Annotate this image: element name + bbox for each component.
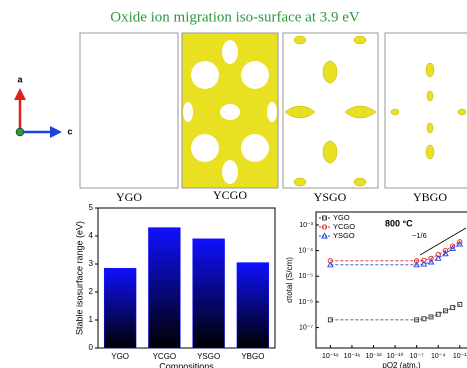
y-tick-label: 2: [89, 287, 94, 296]
marker: [327, 261, 334, 268]
x-axis-label: pO2 (atm.): [382, 361, 421, 368]
marker: [321, 232, 328, 239]
annotation: 800 °C: [385, 218, 413, 228]
marker: [322, 215, 327, 221]
isosurface-holes: [183, 40, 277, 184]
x-tick-label: YSGO: [197, 352, 220, 361]
marker: [456, 240, 464, 247]
x-tick-label: 10⁻¹⁰: [387, 352, 404, 360]
x-tick-label: YGO: [111, 352, 129, 361]
plot-frame: [315, 211, 467, 349]
y-tick-label: 1: [89, 315, 94, 324]
series-line: [330, 304, 460, 321]
legend-label: YSGO: [333, 231, 355, 240]
panel-label: YSGO: [314, 190, 347, 204]
marker: [442, 250, 449, 257]
annotation: ~1/6: [412, 231, 427, 240]
bar: [192, 238, 225, 349]
marker: [327, 317, 333, 323]
marker: [434, 254, 442, 261]
y-axis-label: Stable isosurface range (eV): [74, 221, 84, 335]
figure-title: Oxide ion migration iso-surface at 3.9 e…: [110, 9, 360, 25]
x-tick-label: 10⁻¹³: [365, 353, 382, 360]
marker: [427, 258, 435, 265]
x-tick-label: 10⁻⁴: [431, 353, 446, 360]
isosurface-blobs: [390, 62, 467, 160]
marker: [428, 255, 434, 261]
marker: [321, 224, 328, 230]
panel-label: YBGO: [413, 190, 447, 204]
y-tick-label: 10⁻⁶: [299, 299, 313, 306]
axis-a-head: [14, 88, 26, 100]
x-tick-label: YBGO: [241, 352, 264, 361]
y-tick-label: 10⁻⁵: [299, 273, 313, 280]
y-tick-label: 5: [89, 203, 94, 212]
marker: [435, 251, 441, 258]
panel-label: YGO: [116, 190, 142, 204]
panel-box: [79, 32, 179, 189]
marker: [457, 239, 463, 245]
axis-c-head: [50, 126, 62, 138]
legend-label: YGO: [333, 213, 350, 222]
y-tick-label: 3: [89, 259, 94, 268]
marker: [442, 308, 448, 314]
x-axis-label: Compositions: [159, 361, 214, 368]
y-tick-label: 10⁻⁷: [299, 324, 313, 331]
marker: [420, 260, 428, 267]
x-tick-label: 10⁻⁷: [410, 353, 424, 360]
y-tick-label: 10⁻³: [299, 222, 313, 229]
marker: [435, 311, 441, 317]
panel-label: YCGO: [213, 188, 247, 202]
bar: [236, 262, 270, 349]
legend-label: YCGO: [333, 222, 355, 231]
marker: [442, 247, 449, 254]
marker: [421, 257, 427, 263]
bar: [103, 267, 137, 349]
y-axis-label: σtotal (S/cm): [285, 257, 294, 303]
axis-c-label: c: [67, 126, 72, 136]
marker: [414, 317, 420, 323]
y-tick-label: 4: [89, 231, 94, 240]
x-tick-label: YCGO: [153, 352, 177, 361]
series-line: [330, 241, 461, 262]
plot-frame: [97, 207, 276, 349]
marker: [450, 305, 456, 311]
axis-a-label: a: [17, 74, 23, 84]
marker: [421, 316, 427, 322]
y-tick-label: 0: [89, 343, 94, 352]
marker: [449, 245, 456, 252]
isosurface-blobs: [284, 35, 377, 187]
x-tick-label: 10⁻¹⁹: [322, 353, 339, 360]
marker: [457, 301, 463, 307]
x-tick-label: 10⁻¹⁶: [344, 353, 361, 360]
y-tick-label: 10⁻⁴: [299, 247, 314, 254]
x-tick-label: 10⁻¹: [453, 353, 467, 360]
marker: [428, 314, 434, 320]
bar: [148, 227, 181, 349]
marker: [413, 261, 421, 268]
axis-origin: [15, 127, 25, 137]
slope-guide: [419, 227, 467, 256]
